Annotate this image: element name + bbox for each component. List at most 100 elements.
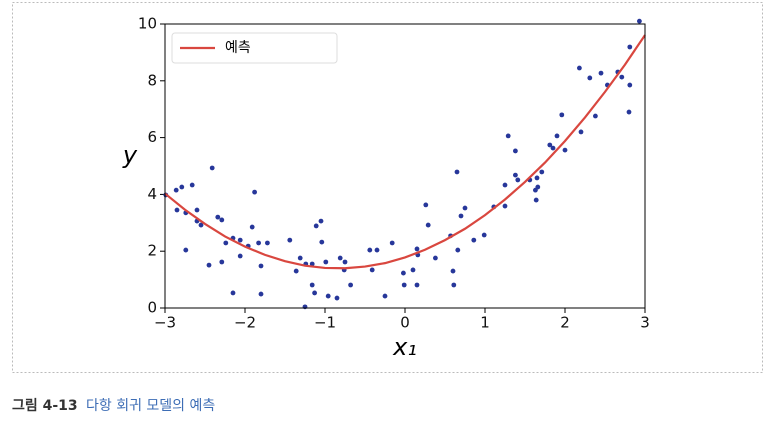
data-point — [577, 65, 582, 71]
data-point — [535, 184, 541, 190]
data-point — [471, 237, 477, 243]
data-point — [312, 290, 317, 296]
caption-text: 다항 회귀 모델의 예측 — [86, 398, 215, 414]
data-point — [194, 207, 200, 213]
data-point — [198, 222, 204, 228]
data-point — [219, 259, 225, 265]
data-point — [627, 82, 633, 88]
data-point — [458, 213, 464, 219]
y-tick-label: 10 — [138, 15, 157, 33]
data-point — [215, 214, 221, 220]
x-tick-label: −2 — [234, 314, 256, 332]
data-point — [502, 203, 508, 209]
data-point — [401, 282, 407, 288]
data-point — [319, 239, 325, 245]
data-point — [534, 175, 540, 181]
data-point — [318, 218, 324, 224]
data-point — [539, 169, 545, 175]
data-point — [323, 259, 329, 265]
data-point — [547, 142, 553, 148]
data-point — [598, 70, 604, 76]
data-point — [369, 267, 375, 273]
x-tick-label: −1 — [314, 314, 336, 332]
data-point — [562, 147, 568, 153]
data-point — [174, 207, 180, 213]
data-point — [297, 255, 303, 261]
data-point — [423, 202, 429, 208]
data-point — [309, 282, 315, 288]
data-point — [554, 133, 560, 139]
data-point — [173, 187, 179, 193]
data-point — [513, 148, 518, 154]
data-point — [258, 263, 264, 269]
data-point — [451, 282, 457, 288]
x-tick-label: 0 — [400, 314, 410, 332]
data-point — [223, 240, 229, 246]
caption-label: 그림 4-13 — [12, 398, 78, 414]
data-point — [410, 267, 416, 273]
data-point — [450, 268, 456, 274]
data-point — [342, 259, 348, 265]
x-tick-label: 2 — [560, 314, 570, 332]
data-point — [401, 270, 406, 276]
data-point — [325, 293, 331, 299]
data-point — [302, 304, 308, 310]
data-point — [627, 44, 633, 50]
x-tick-label: −3 — [154, 314, 176, 332]
y-tick-label: 6 — [147, 128, 157, 146]
data-point — [505, 133, 511, 139]
data-point — [258, 291, 264, 297]
data-point — [265, 240, 270, 246]
data-point — [348, 282, 353, 288]
data-point — [454, 169, 460, 175]
x-tick-label: 3 — [640, 314, 650, 332]
data-point — [249, 224, 255, 230]
data-point — [382, 293, 388, 299]
data-point — [256, 240, 261, 246]
y-tick-label: 0 — [147, 299, 157, 317]
data-point — [179, 184, 185, 190]
data-point — [619, 74, 625, 80]
y-tick-label: 8 — [147, 71, 157, 89]
data-point — [237, 237, 243, 243]
data-point — [533, 197, 539, 203]
data-point — [414, 282, 420, 288]
data-point — [230, 290, 236, 296]
data-point — [389, 240, 395, 246]
y-tick-label: 2 — [147, 242, 157, 260]
y-axis-label: y — [122, 141, 138, 169]
data-point — [337, 255, 343, 261]
data-point — [334, 295, 340, 301]
data-point — [578, 129, 584, 135]
data-point — [455, 247, 461, 253]
data-point — [287, 237, 293, 243]
data-point — [313, 223, 319, 229]
legend-box — [171, 32, 338, 64]
data-point — [206, 262, 212, 268]
data-point — [293, 268, 299, 274]
data-point — [593, 113, 598, 119]
data-point — [515, 177, 521, 183]
data-point — [414, 246, 420, 252]
data-point — [209, 165, 215, 171]
data-point — [626, 109, 632, 115]
data-point — [237, 253, 243, 259]
data-point — [637, 18, 642, 24]
data-point — [219, 217, 225, 223]
data-point — [481, 232, 487, 238]
data-point — [252, 189, 257, 195]
data-point — [433, 255, 438, 261]
y-tick-label: 4 — [147, 185, 157, 203]
x-axis-label: x₁ — [392, 333, 417, 361]
plot-frame — [164, 23, 646, 309]
data-point — [502, 182, 508, 188]
prediction-line — [164, 34, 646, 270]
figure-frame — [12, 2, 763, 373]
data-point — [309, 261, 315, 267]
legend-label: 예측 — [225, 40, 251, 56]
data-point — [550, 145, 556, 151]
data-point — [559, 112, 565, 118]
data-point — [587, 75, 593, 81]
